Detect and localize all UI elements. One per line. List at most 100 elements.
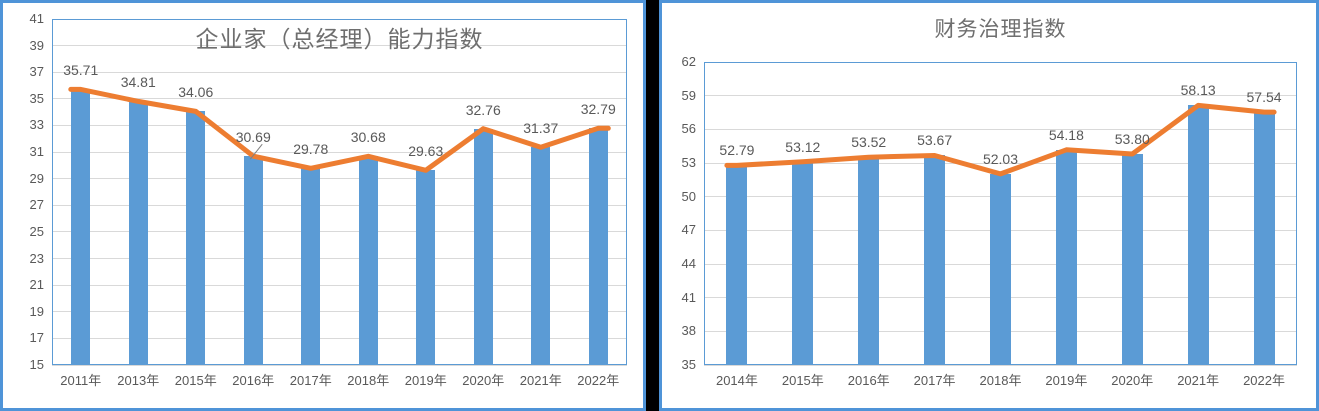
data-label: 54.18 <box>1048 126 1084 143</box>
bar <box>1055 149 1077 365</box>
grid-line <box>52 364 627 366</box>
plot-border <box>52 19 627 365</box>
y-axis-tick-label: 47 <box>681 222 696 238</box>
y-axis-tick-label: 62 <box>681 54 696 69</box>
data-label: 34.81 <box>120 74 156 91</box>
y-axis-tick-label: 31 <box>29 144 44 160</box>
bar <box>1253 112 1275 365</box>
x-axis-tick-label: 2013年 <box>117 373 160 388</box>
data-label: 32.76 <box>465 101 501 118</box>
bar <box>792 161 814 365</box>
x-axis-tick-label: 2017年 <box>913 373 956 388</box>
y-axis-tick-label: 17 <box>29 330 44 346</box>
y-axis-tick-label: 53 <box>681 155 696 170</box>
x-axis-tick-label: 2015年 <box>174 373 217 388</box>
y-axis-tick-label: 39 <box>29 37 44 53</box>
grid-line <box>52 231 627 233</box>
data-label: 52.79 <box>719 142 755 159</box>
grid-line <box>704 364 1297 366</box>
y-axis-tick-label: 15 <box>29 357 44 372</box>
x-axis-tick-label: 2014年 <box>715 373 758 388</box>
panel-divider <box>646 0 659 411</box>
bar <box>990 173 1011 365</box>
x-axis-tick-label: 2020年 <box>1111 373 1154 388</box>
bar <box>128 101 148 365</box>
data-label: 30.68 <box>350 129 386 146</box>
entrepreneur-index-chart-panel: 企业家（总经理）能力指数 41 39 37 35 33 31 29 27 25 23 21 19 17 1… <box>0 0 646 411</box>
data-label-leader-line <box>249 143 263 160</box>
data-label: 31.37 <box>523 120 559 137</box>
bar <box>1187 105 1209 365</box>
x-axis-tick-label: 2016年 <box>232 373 275 388</box>
y-axis-tick-label: 25 <box>29 223 44 239</box>
x-axis-tick-label: 2018年 <box>979 373 1022 388</box>
y-axis-tick-label: 35 <box>29 90 44 106</box>
x-axis-tick-label: 2015年 <box>781 373 824 388</box>
bar <box>301 168 321 365</box>
x-axis-tick-label: 2011年 <box>60 373 102 388</box>
y-axis-tick-label: 38 <box>681 323 696 339</box>
data-label: 58.13 <box>1180 82 1216 99</box>
y-axis-tick-label: 27 <box>29 197 44 213</box>
grid-line <box>52 151 627 153</box>
data-label: 32.79 <box>580 101 616 118</box>
y-axis-tick-label: 23 <box>29 250 44 266</box>
data-label: 35.71 <box>63 62 99 79</box>
x-axis-tick-label: 2019年 <box>1045 373 1088 388</box>
y-axis-tick-label: 41 <box>29 11 44 26</box>
chart-title-financial-governance: 财务治理指数 <box>934 17 1067 41</box>
y-axis-tick-label: 41 <box>681 289 696 305</box>
grid-line <box>52 71 627 73</box>
x-axis-tick-label: 2019年 <box>404 373 447 388</box>
grid-line <box>52 284 627 286</box>
grid-line <box>704 95 1297 97</box>
data-label: 34.06 <box>178 84 214 101</box>
chart-title-entrepreneur-index: 企业家（总经理）能力指数 <box>195 27 484 53</box>
x-axis-tick-label: 2016年 <box>847 373 890 388</box>
data-label: 29.78 <box>293 141 329 158</box>
x-axis-tick-label: 2018年 <box>347 373 390 388</box>
y-axis-tick-label: 35 <box>681 357 696 372</box>
data-label: 53.67 <box>917 132 953 149</box>
data-label: 30.69 <box>235 129 271 146</box>
data-label: 29.63 <box>408 143 444 160</box>
y-axis-tick-label: 33 <box>29 117 44 133</box>
x-axis-tick-label: 2022年 <box>1243 373 1285 388</box>
bar <box>473 128 493 365</box>
y-axis-tick-label: 59 <box>681 87 696 103</box>
y-axis-tick-label: 29 <box>29 170 44 186</box>
bar <box>1121 154 1143 365</box>
y-axis-tick-label: 44 <box>681 256 696 271</box>
grid-line <box>52 258 627 260</box>
bar <box>726 165 748 365</box>
y-axis-tick-label: 19 <box>29 303 44 319</box>
y-axis-tick-label: 50 <box>681 188 696 204</box>
x-axis-tick-label: 2020年 <box>462 373 505 388</box>
grid-line <box>52 337 627 339</box>
grid-line <box>704 128 1297 130</box>
x-axis-tick-label: 2021年 <box>1177 373 1220 388</box>
grid-line <box>52 98 627 100</box>
bar <box>588 128 608 365</box>
data-label: 53.52 <box>851 134 887 151</box>
y-axis-tick-label: 37 <box>29 64 44 80</box>
trend-line <box>724 102 1277 177</box>
grid-line <box>52 204 627 206</box>
bar <box>924 155 946 365</box>
bar <box>531 147 551 365</box>
trend-line-path <box>68 86 611 173</box>
grid-line <box>52 311 627 313</box>
data-label: 53.12 <box>785 138 821 155</box>
y-axis-tick-label: 56 <box>681 121 696 137</box>
financial-governance-chart-panel: 财务治理指数 62 59 56 53 50 47 44 41 38 35 2014年 52.79 201… <box>659 0 1319 411</box>
grid-line <box>52 45 627 47</box>
bar <box>186 111 206 365</box>
trend-line <box>68 86 611 173</box>
grid-line <box>52 178 627 180</box>
grid-line <box>704 162 1297 164</box>
bar <box>416 170 436 365</box>
data-label: 57.54 <box>1246 89 1282 106</box>
bar <box>71 89 91 365</box>
data-label: 53.80 <box>1114 131 1150 148</box>
y-axis-tick-label: 21 <box>29 277 44 293</box>
